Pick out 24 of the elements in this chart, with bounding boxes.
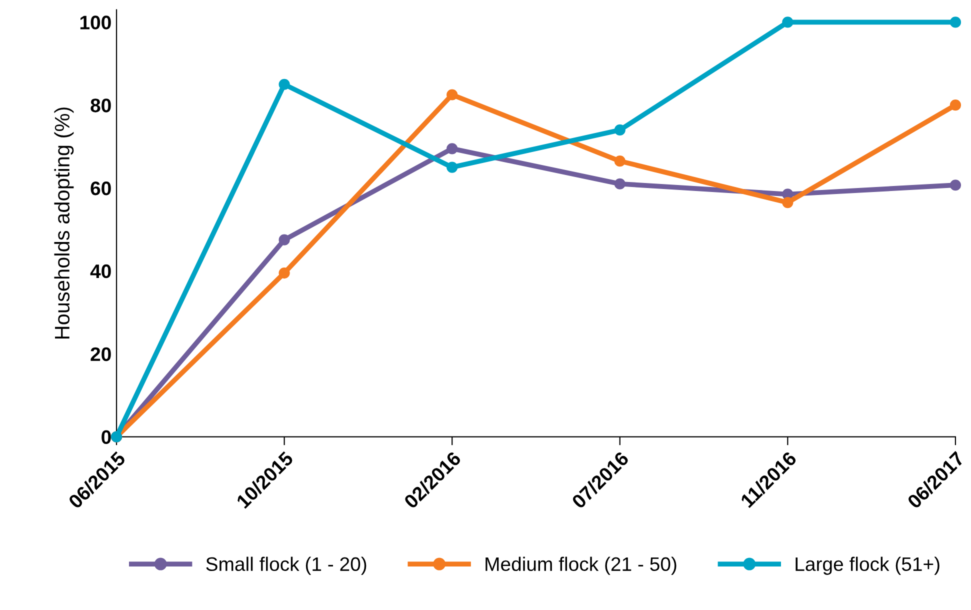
point: [614, 124, 626, 136]
point: [446, 162, 458, 173]
y-tick-label: 20: [90, 347, 111, 362]
legend-label: Large flock (51+): [796, 556, 940, 575]
point: [278, 234, 290, 246]
y-tick-label: 100: [80, 16, 111, 30]
point: [950, 16, 962, 28]
point: [782, 16, 794, 28]
point: [446, 143, 458, 154]
point: [614, 156, 626, 167]
y-tick-label: 0: [102, 430, 111, 444]
y-tick-label: 80: [90, 98, 111, 112]
legend-label: Small flock (1 - 20): [206, 556, 366, 575]
point: [446, 89, 458, 100]
point: [782, 196, 794, 208]
point: [278, 267, 290, 279]
point: [614, 178, 626, 190]
point: [278, 78, 290, 90]
legend-label: Medium flock (21 - 50): [486, 556, 676, 575]
y-axis-title: Households adopting (%): [54, 108, 74, 339]
point: [950, 180, 962, 191]
y-tick-label: 60: [90, 181, 111, 196]
point: [950, 100, 962, 111]
y-tick-label: 40: [90, 264, 111, 278]
